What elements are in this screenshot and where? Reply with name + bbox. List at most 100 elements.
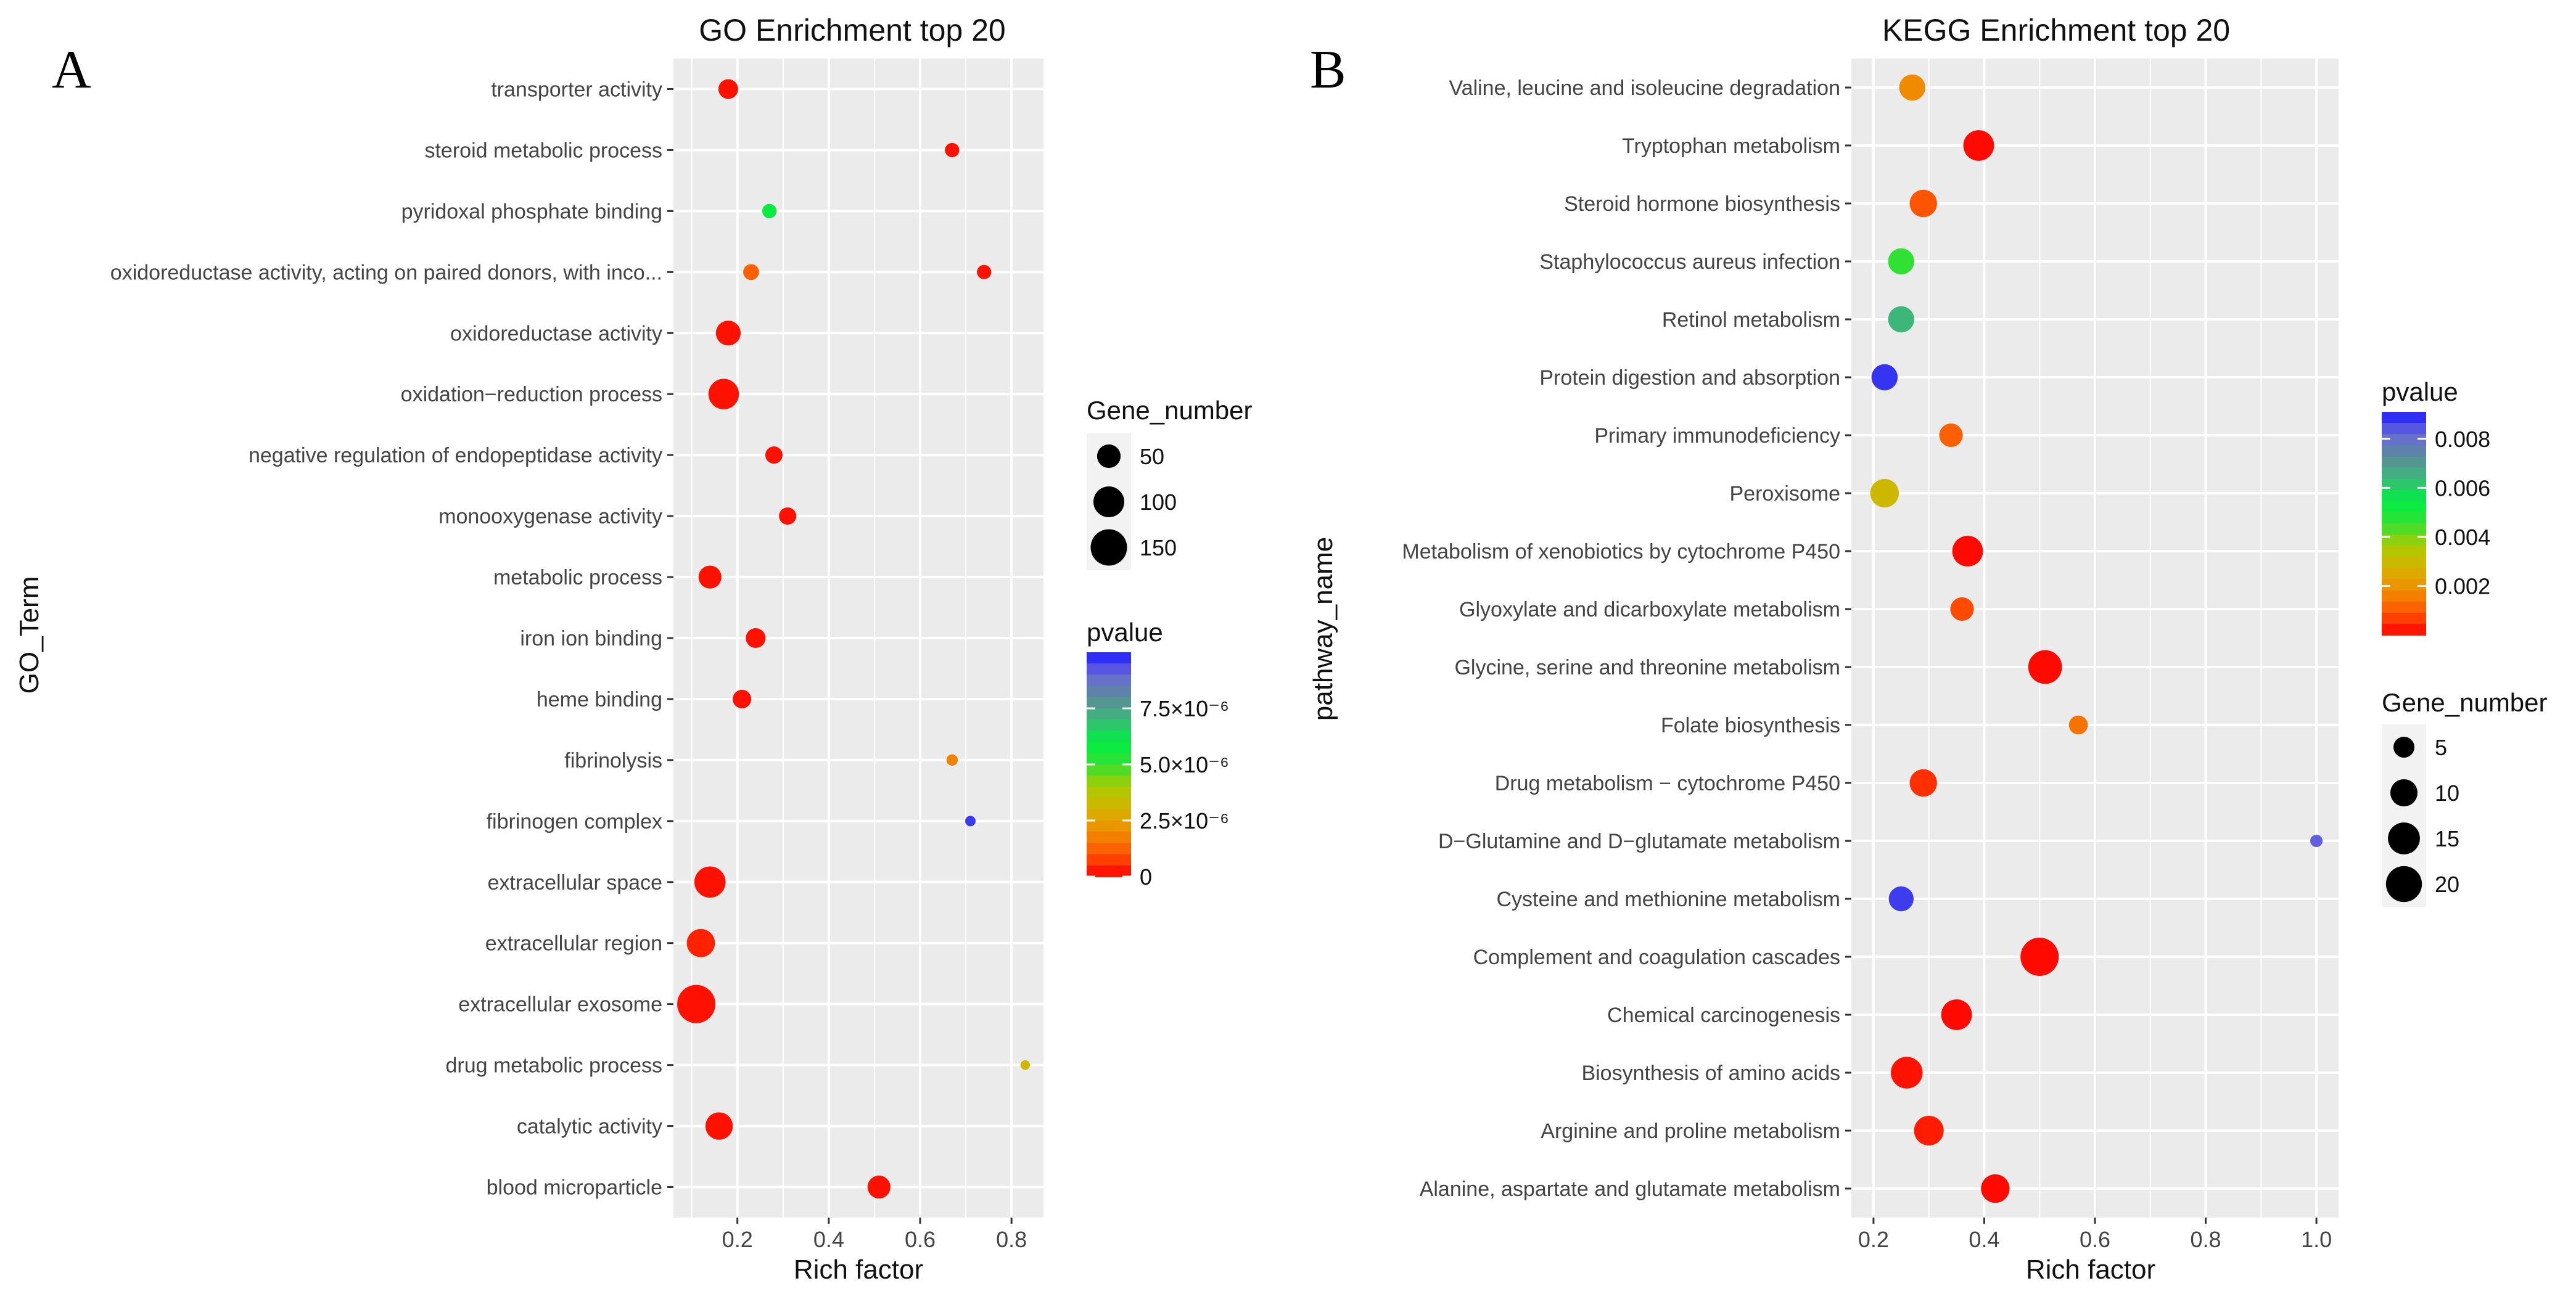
go-y-tick-label: extracellular space (488, 871, 662, 895)
go-colorbar-segment (1087, 753, 1131, 765)
go-y-tick-label: monooxygenase activity (438, 505, 662, 528)
go-x-tick-label: 0.6 (905, 1227, 936, 1252)
kegg-y-tick-label: Staphylococcus aureus infection (1539, 250, 1840, 274)
kegg-colorbar-segment (2382, 423, 2426, 435)
kegg-point-d-glutamine-and-d-glutamate-metabolism (2310, 834, 2323, 848)
kegg-point-valine-leucine-and-isoleucine-degradation (1899, 74, 1925, 101)
go-y-tick-label: extracellular exosome (458, 993, 662, 1017)
kegg-colorbar-segment (2382, 601, 2426, 613)
go-y-tick-label: oxidation−reduction process (401, 383, 662, 406)
kegg-colorbar-segment (2382, 590, 2426, 602)
go-point-iron-ion-binding (746, 628, 766, 648)
go-color-legend-title: pvalue (1087, 618, 1163, 647)
kegg-colorbar-label: 0.002 (2435, 573, 2490, 599)
kegg-point-chemical-carcinogenesis (1941, 999, 1972, 1030)
kegg-y-tick-label: Chemical carcinogenesis (1607, 1004, 1840, 1027)
go-colorbar-label: 2.5×10⁻⁶ (1140, 808, 1229, 833)
go-colorbar-segment (1087, 809, 1131, 821)
go-colorbar-segment (1087, 854, 1131, 866)
go-y-tick-label: transporter activity (491, 78, 662, 101)
kegg-x-tick-label: 0.6 (2080, 1227, 2110, 1252)
go-colorbar-segment (1087, 731, 1131, 743)
kegg-x-tick-label: 0.2 (1858, 1227, 1889, 1252)
kegg-point-cysteine-and-methionine-metabolism (1888, 886, 1914, 912)
kegg-point-drug-metabolism-cytochrome-p450 (1909, 769, 1937, 797)
kegg-colorbar-segment (2382, 512, 2426, 524)
kegg-y-tick-label: Tryptophan metabolism (1622, 134, 1840, 158)
kegg-y-tick-label: Peroxisome (1729, 482, 1840, 506)
go-point-blood-microparticle (867, 1175, 891, 1199)
kegg-y-tick-label: D−Glutamine and D−glutamate metabolism (1438, 830, 1840, 853)
go-size-key-label: 150 (1140, 535, 1177, 560)
kegg-x-tick-label: 1.0 (2301, 1227, 2332, 1252)
go-colorbar-segment (1087, 663, 1131, 676)
kegg-x-tick-label: 0.8 (2191, 1227, 2221, 1252)
go-point-extracellular-space (694, 866, 726, 898)
go-point-catalytic-activity (705, 1112, 733, 1140)
kegg-colorbar-segment (2382, 612, 2426, 624)
kegg-y-tick-label: Biosynthesis of amino acids (1581, 1062, 1840, 1085)
kegg-colorbar-segment (2382, 579, 2426, 591)
go-colorbar-segment (1087, 832, 1131, 844)
kegg-colorbar-segment (2382, 523, 2426, 536)
go-y-tick-label: extracellular region (485, 932, 662, 956)
kegg-colorbar-segment (2382, 489, 2426, 502)
kegg-point-tryptophan-metabolism (1963, 130, 1994, 161)
go-x-tick-label: 0.2 (722, 1227, 753, 1252)
kegg-size-key-label: 5 (2435, 735, 2447, 760)
kegg-colorbar-segment (2382, 434, 2426, 446)
kegg-plot-area: 0.2 0.4 0.6 0.8 1.0 Valine, leucine and isole… (1402, 59, 2339, 1252)
go-y-tick-label: negative regulation of endopeptidase act… (249, 444, 662, 467)
kegg-colorbar-label: 0.008 (2435, 427, 2490, 452)
kegg-y-tick-label: Drug metabolism − cytochrome P450 (1495, 772, 1840, 795)
go-size-key-100 (1093, 486, 1125, 518)
kegg-y-axis-title: pathway_name (1308, 537, 1338, 721)
kegg-colorbar-segment (2382, 623, 2426, 636)
kegg-y-tick-label: Retinol metabolism (1662, 308, 1840, 332)
kegg-y-tick-label: Glycine, serine and threonine metabolism (1454, 656, 1840, 679)
kegg-y-tick-label: Cysteine and methionine metabolism (1496, 888, 1840, 911)
kegg-point-retinol-metabolism (1888, 306, 1915, 333)
go-colorbar-segment (1087, 865, 1131, 877)
go-colorbar-label: 7.5×10⁻⁶ (1140, 696, 1229, 721)
go-point-drug-metabolic-process (1020, 1060, 1031, 1070)
go-colorbar-segment (1087, 674, 1131, 687)
kegg-y-tick-label: Complement and coagulation cascades (1473, 946, 1840, 969)
go-point-pyridoxal-phosphate-binding (762, 203, 777, 218)
go-size-legend: 50 100 150 (1087, 433, 1177, 570)
go-y-tick-label: steroid metabolic process (424, 139, 662, 162)
go-colorbar-segment (1087, 821, 1131, 833)
kegg-size-key-5 (2393, 736, 2415, 758)
go-y-tick-label: pyridoxal phosphate binding (401, 200, 662, 223)
kegg-color-legend: 0.002 0.004 0.006 0.008 (2382, 412, 2490, 636)
go-colorbar-label: 5.0×10⁻⁶ (1140, 752, 1229, 777)
kegg-colorbar-segment (2382, 456, 2426, 469)
go-x-tick-label: 0.4 (813, 1227, 844, 1252)
kegg-y-tick-label: Protein digestion and absorption (1539, 366, 1840, 390)
go-y-tick-label: oxidoreductase activity (450, 322, 662, 345)
go-point-oxidoreductase-activity-acting-on-paired-donors-with-inco (743, 264, 759, 281)
kegg-point-metabolism-of-xenobiotics-by-cytochrome-p450 (1952, 536, 1983, 567)
go-point-steroid-metabolic-process (945, 142, 960, 158)
go-color-legend: 0 2.5×10⁻⁶ 5.0×10⁻⁶ 7.5×10⁻⁶ (1087, 652, 1229, 890)
kegg-size-legend: 5 10 15 20 (2382, 724, 2459, 907)
go-colorbar-segment (1087, 697, 1131, 709)
go-point-extracellular-exosome (677, 985, 716, 1023)
go-colorbar-segment (1087, 843, 1131, 855)
go-y-tick-label: oxidoreductase activity, acting on paire… (110, 261, 662, 284)
kegg-y-tick-label: Glyoxylate and dicarboxylate metabolism (1459, 598, 1840, 621)
kegg-size-key-10 (2390, 779, 2418, 807)
go-x-tick-label: 0.8 (996, 1227, 1027, 1252)
go-y-tick-label: catalytic activity (517, 1115, 662, 1139)
go-point-fibrinogen-complex (965, 816, 976, 827)
go-size-key-label: 50 (1140, 444, 1164, 469)
go-colorbar-segment (1087, 686, 1131, 698)
go-colorbar-segment (1087, 776, 1131, 788)
go-y-axis-title: GO_Term (14, 576, 44, 694)
kegg-point-staphylococcus-aureus-infection (1888, 248, 1915, 275)
panel-letter-b: B (1310, 40, 1346, 100)
kegg-x-tick-label: 0.4 (1969, 1227, 1999, 1252)
go-y-tick-label: metabolic process (493, 566, 662, 589)
go-point-oxidoreductase-activity-acting-on-paired-donors-with-inco (977, 264, 992, 279)
go-point-fibrinolysis (946, 754, 958, 766)
